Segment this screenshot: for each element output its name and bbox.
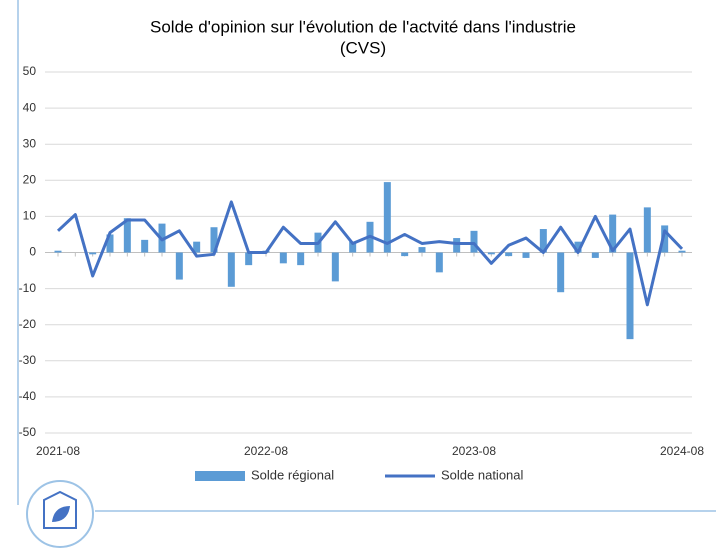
bar: [418, 247, 426, 253]
bar: [522, 252, 530, 258]
legend-swatch: [195, 471, 245, 481]
bar: [141, 239, 149, 253]
bar: [401, 252, 409, 257]
chart-title: Solde d'opinion sur l'évolution de l'act…: [150, 17, 576, 36]
legend-label: Solde régional: [251, 467, 334, 482]
y-tick-label: 40: [23, 100, 37, 114]
bar: [245, 252, 253, 266]
bar: [487, 252, 495, 255]
x-tick-label: 2021-08: [36, 444, 80, 458]
legend-label: Solde national: [441, 467, 524, 482]
y-tick-label: -40: [19, 389, 37, 403]
y-tick-label: 10: [23, 209, 37, 223]
y-tick-label: -10: [19, 281, 37, 295]
bar: [435, 252, 443, 273]
y-tick-label: -50: [19, 425, 37, 439]
bar: [54, 250, 62, 253]
y-tick-label: -20: [19, 317, 37, 331]
bar: [279, 252, 287, 264]
bar: [609, 214, 617, 253]
bar: [89, 252, 97, 255]
chart-subtitle: (CVS): [340, 38, 386, 57]
bar: [210, 227, 218, 253]
bar: [349, 241, 357, 253]
bar: [643, 207, 651, 253]
bar: [470, 230, 478, 253]
bar: [175, 252, 183, 280]
bar: [123, 218, 131, 253]
bar: [678, 250, 686, 253]
bar: [591, 252, 599, 258]
bar: [453, 238, 461, 253]
bar: [297, 252, 305, 266]
bar: [557, 252, 565, 293]
bar: [574, 241, 582, 253]
y-tick-label: 20: [23, 172, 37, 186]
y-tick-label: 30: [23, 136, 37, 150]
y-tick-label: 50: [23, 64, 37, 78]
bar: [331, 252, 339, 282]
bar: [106, 234, 114, 253]
x-tick-label: 2024-08: [660, 444, 704, 458]
bar: [539, 229, 547, 253]
bar: [193, 241, 201, 253]
line: [56, 200, 684, 307]
x-tick-label: 2022-08: [244, 444, 288, 458]
bar: [227, 252, 235, 287]
bar: [383, 182, 391, 253]
y-tick-label: -30: [19, 353, 37, 367]
bar: [661, 225, 669, 253]
y-tick-label: 0: [29, 245, 36, 259]
x-tick-label: 2023-08: [452, 444, 496, 458]
logo: [26, 480, 94, 548]
bar: [505, 252, 513, 257]
bar: [626, 252, 634, 340]
